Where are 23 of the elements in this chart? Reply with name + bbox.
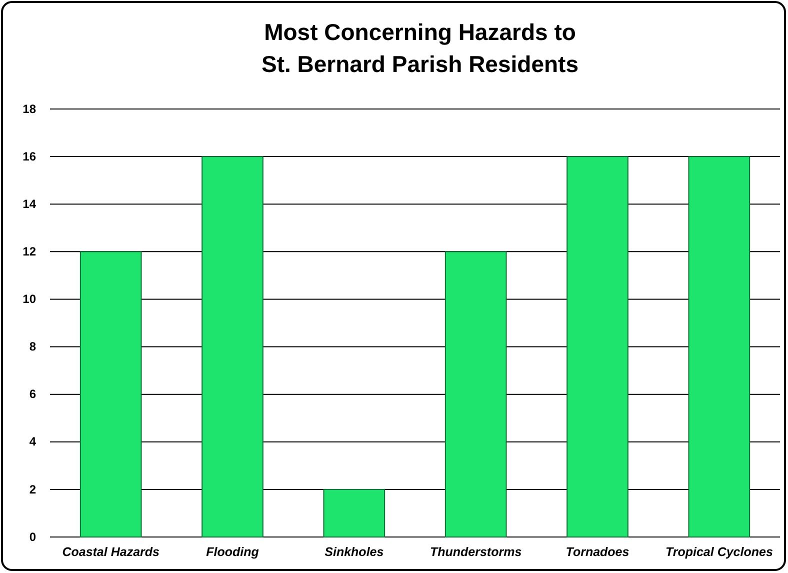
chart-title: Most Concerning Hazards to St. Bernard Parish Residents: [262, 19, 578, 77]
x-tick-label: Coastal Hazards: [62, 544, 160, 559]
y-tick-label: 12: [22, 244, 36, 259]
x-tick-label: Flooding: [206, 544, 260, 559]
y-tick-label: 4: [29, 434, 36, 449]
x-tick-label: Thunderstorms: [430, 544, 522, 559]
y-tick-label: 0: [29, 530, 36, 544]
y-tick-label: 8: [29, 340, 36, 354]
x-tick-label: Sinkholes: [324, 544, 384, 559]
x-tick-label: Tropical Cyclones: [665, 544, 773, 559]
y-tick-label: 6: [29, 387, 36, 402]
bar: [202, 156, 264, 538]
x-tick-label: Tornadoes: [566, 544, 630, 559]
bar: [566, 156, 628, 538]
y-tick-label: 10: [22, 292, 36, 306]
bar: [80, 251, 142, 538]
bar: [323, 488, 386, 538]
y-tick-label: 18: [22, 102, 36, 116]
y-tick-label: 2: [29, 482, 36, 496]
bar: [444, 251, 507, 538]
bar: [688, 156, 750, 538]
y-tick-label: 16: [22, 149, 36, 164]
y-tick-label: 14: [22, 196, 36, 211]
